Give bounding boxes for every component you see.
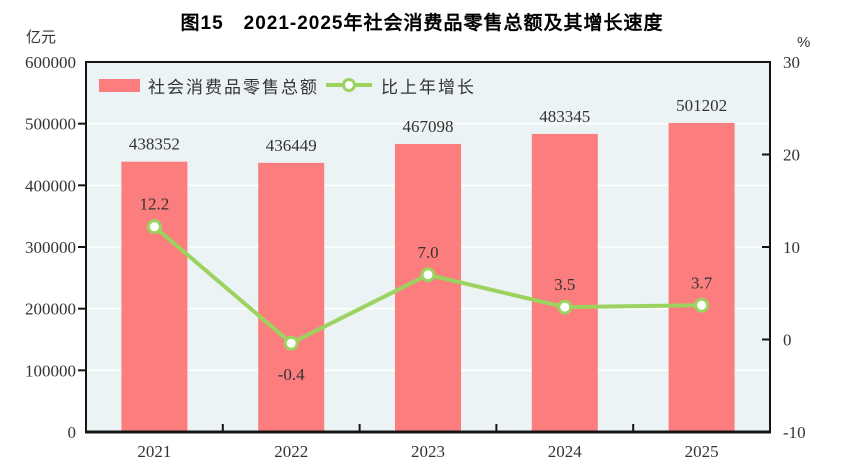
left-axis-tick-label: 200000 [25, 300, 76, 319]
bar-2021 [121, 161, 188, 433]
bar-series-label: 社会消费品零售总额 [148, 77, 319, 97]
line-series-label: 比上年增长 [381, 77, 476, 97]
left-axis-tick-label: 100000 [25, 361, 76, 380]
bar-value-label: 501202 [676, 96, 727, 115]
left-axis-unit-label: 亿元 [26, 29, 57, 46]
line-value-label: 3.5 [554, 275, 575, 294]
bar-2025 [668, 122, 735, 433]
line-value-label: 7.0 [417, 243, 438, 262]
line-series-marker-icon [326, 78, 372, 92]
line-point-marker [557, 299, 573, 315]
bar-series-swatch-icon [99, 78, 140, 92]
bar-value-label: 436449 [266, 136, 317, 155]
line-point-marker [146, 219, 162, 235]
bar-2022 [258, 162, 325, 432]
left-axis-tick-label: 400000 [25, 176, 76, 195]
left-axis-tick-label: 300000 [25, 238, 76, 257]
line-point-marker [694, 297, 710, 313]
right-axis-unit-label: % [797, 34, 811, 51]
line-point-marker [420, 267, 436, 283]
right-axis-tick-label: 30 [783, 53, 800, 72]
x-axis-category-label: 2024 [548, 442, 583, 461]
line-marker-dot-icon [342, 78, 356, 92]
bar-2024 [531, 133, 598, 432]
bar-value-label: 438352 [129, 135, 180, 154]
line-point-marker [283, 335, 299, 351]
right-axis-tick-label: 20 [783, 146, 800, 165]
legend: 社会消费品零售总额 比上年增长 [99, 74, 476, 97]
bar-value-label: 467098 [403, 117, 454, 136]
x-axis-category-label: 2025 [685, 442, 719, 461]
line-value-label: 12.2 [140, 195, 170, 214]
left-axis-tick-label: 600000 [25, 53, 76, 72]
line-value-label: 3.7 [691, 273, 713, 292]
left-axis-tick-label: 500000 [25, 115, 76, 134]
x-axis-category-label: 2023 [411, 442, 445, 461]
bar-value-label: 483345 [539, 107, 590, 126]
right-axis-tick-label: 0 [783, 331, 792, 350]
chart-title: 图15 2021-2025年社会消费品零售总额及其增长速度 [180, 13, 664, 34]
right-axis-tick-label: 10 [783, 238, 800, 257]
left-axis-tick-label: 0 [68, 423, 77, 442]
x-axis-category-label: 2021 [137, 442, 171, 461]
right-axis-tick-label: -10 [783, 423, 806, 442]
line-value-label: -0.4 [278, 365, 305, 384]
x-axis-category-label: 2022 [274, 442, 308, 461]
